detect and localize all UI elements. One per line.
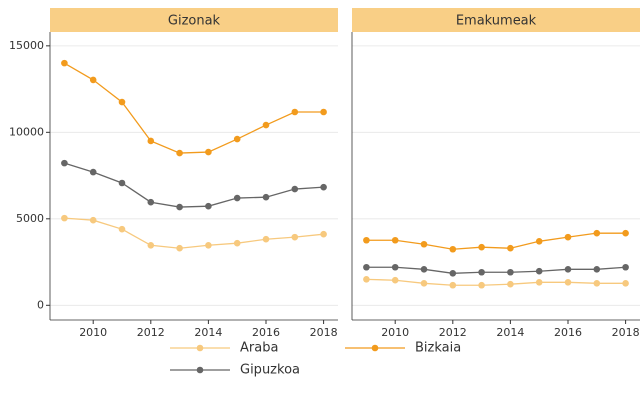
x-tick-label: 2018 xyxy=(310,326,338,339)
data-point xyxy=(291,108,299,116)
y-tick-label: 0 xyxy=(37,298,44,311)
data-point xyxy=(564,266,572,273)
data-point xyxy=(262,121,270,129)
data-point xyxy=(61,159,68,167)
data-point xyxy=(420,266,428,273)
data-point xyxy=(363,263,370,271)
data-point xyxy=(147,137,155,145)
data-point xyxy=(205,241,212,249)
data-point xyxy=(507,244,514,252)
data-point xyxy=(233,135,241,143)
data-point xyxy=(291,185,299,193)
data-point xyxy=(61,59,68,67)
data-point xyxy=(420,240,428,248)
data-point xyxy=(507,268,514,276)
data-point xyxy=(391,263,399,271)
data-point xyxy=(449,269,457,277)
data-point xyxy=(420,280,428,287)
x-tick-label: 2016 xyxy=(554,326,582,339)
data-point xyxy=(564,278,572,286)
x-tick-label: 2010 xyxy=(381,326,409,339)
data-point xyxy=(449,281,457,289)
data-point xyxy=(147,198,155,206)
data-point xyxy=(118,225,126,233)
data-point xyxy=(622,229,629,237)
data-point xyxy=(593,280,601,287)
data-point xyxy=(391,276,399,284)
data-point xyxy=(320,230,327,238)
panel-title: Gizonak xyxy=(168,14,221,29)
data-point xyxy=(363,276,370,283)
series-line xyxy=(366,266,626,274)
series-line xyxy=(64,62,324,154)
data-point xyxy=(363,236,370,244)
x-tick-label: 2016 xyxy=(252,326,280,339)
data-point xyxy=(320,183,327,191)
x-tick-label: 2012 xyxy=(439,326,467,339)
y-tick-label: 5000 xyxy=(16,212,44,225)
data-point xyxy=(147,241,155,249)
data-point xyxy=(535,237,543,245)
series-line xyxy=(64,162,324,208)
data-point xyxy=(233,194,241,202)
series-line xyxy=(366,232,626,250)
legend-marker xyxy=(371,344,379,352)
data-point xyxy=(291,233,299,241)
data-point xyxy=(478,243,485,251)
x-tick-label: 2010 xyxy=(79,326,107,339)
data-point xyxy=(89,216,97,224)
data-point xyxy=(262,193,270,201)
data-point xyxy=(89,76,97,84)
data-point xyxy=(320,108,327,116)
data-point xyxy=(176,149,183,157)
data-point xyxy=(205,202,212,210)
legend-marker xyxy=(196,366,204,374)
legend-label: Araba xyxy=(240,341,278,356)
data-point xyxy=(564,233,572,241)
data-point xyxy=(118,179,126,187)
data-point xyxy=(118,98,126,106)
data-point xyxy=(507,280,514,288)
data-point xyxy=(262,235,270,243)
data-point xyxy=(61,214,68,222)
strip xyxy=(352,8,640,32)
data-point xyxy=(449,245,457,253)
legend-label: Gipuzkoa xyxy=(240,363,300,378)
data-point xyxy=(176,203,183,211)
data-point xyxy=(593,229,601,237)
data-point xyxy=(622,280,629,287)
data-point xyxy=(535,278,543,286)
y-tick-label: 15000 xyxy=(9,39,44,52)
strip xyxy=(50,8,338,32)
data-point xyxy=(89,168,97,176)
x-tick-label: 2014 xyxy=(496,326,524,339)
data-point xyxy=(535,267,543,275)
data-point xyxy=(233,239,241,247)
y-tick-label: 10000 xyxy=(9,125,44,138)
data-point xyxy=(176,244,183,252)
x-tick-label: 2012 xyxy=(137,326,165,339)
data-point xyxy=(478,281,485,289)
panel-title: Emakumeak xyxy=(456,14,537,29)
data-point xyxy=(391,236,399,244)
series-line xyxy=(64,217,324,249)
series-line xyxy=(366,278,626,286)
x-tick-label: 2014 xyxy=(194,326,222,339)
data-point xyxy=(205,148,212,156)
data-point xyxy=(593,266,601,273)
x-tick-label: 2018 xyxy=(612,326,640,339)
legend-marker xyxy=(196,344,204,352)
data-point xyxy=(622,263,629,271)
legend-label: Bizkaia xyxy=(415,341,461,356)
data-point xyxy=(478,268,485,276)
